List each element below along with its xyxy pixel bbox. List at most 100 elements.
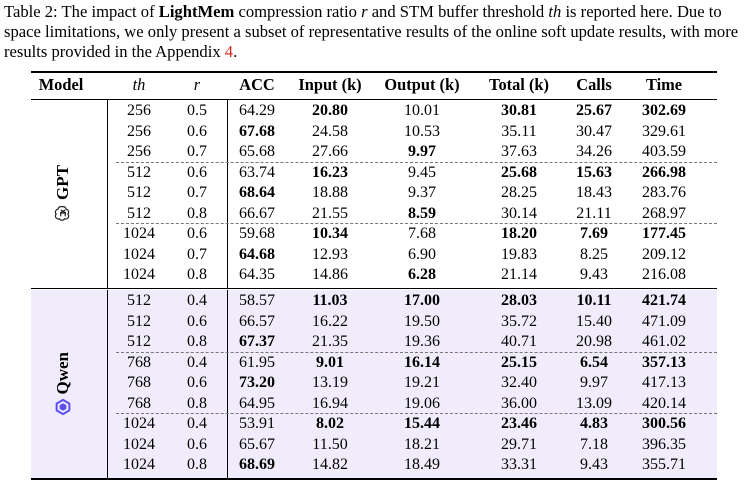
cell-acc: 58.57	[239, 291, 275, 309]
cell-r: 0.4	[187, 415, 207, 433]
header-input: Input (k)	[298, 75, 362, 94]
cell-acc: 64.29	[239, 102, 275, 119]
cell-total: 35.11	[501, 122, 537, 140]
column-separator	[227, 289, 228, 478]
cell-acc: 66.67	[239, 204, 275, 222]
cell-input: 21.35	[312, 333, 348, 351]
cell-output: 18.21	[404, 435, 440, 453]
cell-total: 35.72	[501, 312, 537, 330]
cell-th: 1024	[123, 415, 155, 433]
cell-acc: 66.57	[239, 312, 275, 330]
cell-r: 0.4	[187, 353, 207, 371]
table-caption: Table 2: The impact of LightMem compress…	[4, 2, 750, 62]
cell-r: 0.6	[187, 163, 207, 181]
cell-output: 9.45	[408, 163, 436, 181]
cell-time: 461.02	[642, 333, 686, 351]
cell-time: 216.08	[642, 266, 686, 284]
cell-time: 177.45	[642, 225, 686, 243]
openai-logo-icon	[54, 206, 70, 222]
table-row: 512 0.4 58.57 11.03 17.00 28.03 10.11 421.74	[31, 291, 717, 311]
table-row: 768 0.8 64.95 16.94 19.06 36.00 13.09 420.14	[31, 394, 717, 414]
top-rule	[31, 71, 717, 73]
cell-total: 28.25	[501, 184, 537, 202]
cell-calls: 4.83	[580, 415, 608, 433]
cell-calls: 6.54	[580, 353, 608, 371]
cell-time: 355.71	[642, 456, 686, 474]
cell-input: 8.02	[316, 415, 344, 433]
caption-lightmem: LightMem	[158, 2, 235, 21]
header-calls: Calls	[576, 75, 612, 94]
cell-total: 21.14	[501, 266, 537, 284]
cell-output: 15.44	[404, 415, 440, 433]
cell-time: 283.76	[642, 184, 686, 202]
cell-output: 9.37	[408, 184, 436, 202]
cell-total: 36.00	[501, 394, 537, 412]
cell-input: 9.01	[316, 353, 344, 371]
table-row: 512 0.6 63.74 16.23 9.45 25.68 15.63 266.98	[31, 163, 717, 183]
cell-calls: 13.09	[576, 394, 612, 412]
cell-calls: 18.43	[576, 184, 612, 202]
table-row: 512 0.8 66.67 21.55 8.59 30.14 21.11 268.97	[31, 204, 717, 224]
cell-th: 512	[127, 163, 151, 181]
cell-calls: 30.47	[576, 122, 612, 140]
cell-r: 0.7	[187, 143, 207, 161]
cell-acc: 64.95	[239, 394, 275, 412]
cell-input: 14.86	[312, 266, 348, 284]
cell-r: 0.6	[187, 374, 207, 392]
cell-total: 37.63	[501, 143, 537, 161]
caption-suffix: .	[233, 42, 238, 61]
column-separator	[107, 100, 108, 288]
cell-r: 0.8	[187, 204, 207, 222]
cell-th: 768	[127, 374, 151, 392]
model-label-gpt: GPT	[45, 100, 81, 288]
table-row: 768 0.6 73.20 13.19 19.21 32.40 9.97 417.13	[31, 373, 717, 393]
cell-calls: 8.25	[580, 245, 608, 263]
cell-r: 0.7	[187, 184, 207, 202]
table-row: 1024 0.4 53.91 8.02 15.44 23.46 4.83 300.56	[31, 414, 717, 434]
model-label-qwen: Qwen	[45, 290, 81, 478]
cell-output: 19.06	[404, 394, 440, 412]
cell-acc: 61.95	[239, 353, 275, 371]
bottom-rule	[31, 477, 717, 480]
table-row: 768 0.4 61.95 9.01 16.14 25.15 6.54 357.13	[31, 353, 717, 373]
cell-th: 768	[127, 353, 151, 371]
cell-calls: 34.26	[576, 143, 612, 161]
cell-input: 16.94	[312, 394, 348, 412]
caption-mid3: is reported here. Due to space limitatio…	[4, 2, 739, 61]
cell-calls: 25.67	[576, 102, 612, 119]
appendix-link[interactable]: 4	[224, 42, 234, 61]
cell-th: 1024	[123, 245, 155, 263]
cell-total: 33.31	[501, 456, 537, 474]
table-row: 1024 0.8 64.35 14.86 6.28 21.14 9.43 216.08	[31, 265, 717, 285]
cell-th: 512	[127, 333, 151, 351]
caption-prefix: Table 2: The impact of	[4, 2, 159, 21]
cell-input: 21.55	[312, 204, 348, 222]
header-total: Total (k)	[489, 75, 549, 94]
cell-time: 302.69	[642, 102, 686, 119]
cell-r: 0.8	[187, 394, 207, 412]
header-th: th	[132, 75, 146, 94]
cell-r: 0.8	[187, 266, 207, 284]
header-acc: ACC	[239, 75, 275, 94]
dashed-separator	[116, 351, 717, 353]
cell-acc: 64.68	[239, 245, 275, 263]
cell-acc: 53.91	[239, 415, 275, 433]
cell-input: 11.50	[312, 435, 348, 453]
cell-r: 0.6	[187, 435, 207, 453]
cell-output: 8.59	[408, 204, 436, 222]
cell-input: 16.23	[312, 163, 348, 181]
cell-th: 256	[127, 143, 151, 161]
cell-calls: 9.43	[580, 456, 608, 474]
cell-time: 417.13	[642, 374, 686, 392]
cell-acc: 67.37	[239, 333, 275, 351]
cell-input: 11.03	[312, 291, 348, 309]
cell-total: 28.03	[501, 291, 537, 309]
cell-output: 18.49	[404, 456, 440, 474]
cell-th: 512	[127, 312, 151, 330]
cell-total: 25.68	[501, 163, 537, 181]
cell-output: 7.68	[408, 225, 436, 243]
cell-total: 30.81	[501, 102, 537, 119]
cell-acc: 68.69	[239, 456, 275, 474]
cell-th: 512	[127, 184, 151, 202]
cell-th: 256	[127, 122, 151, 140]
